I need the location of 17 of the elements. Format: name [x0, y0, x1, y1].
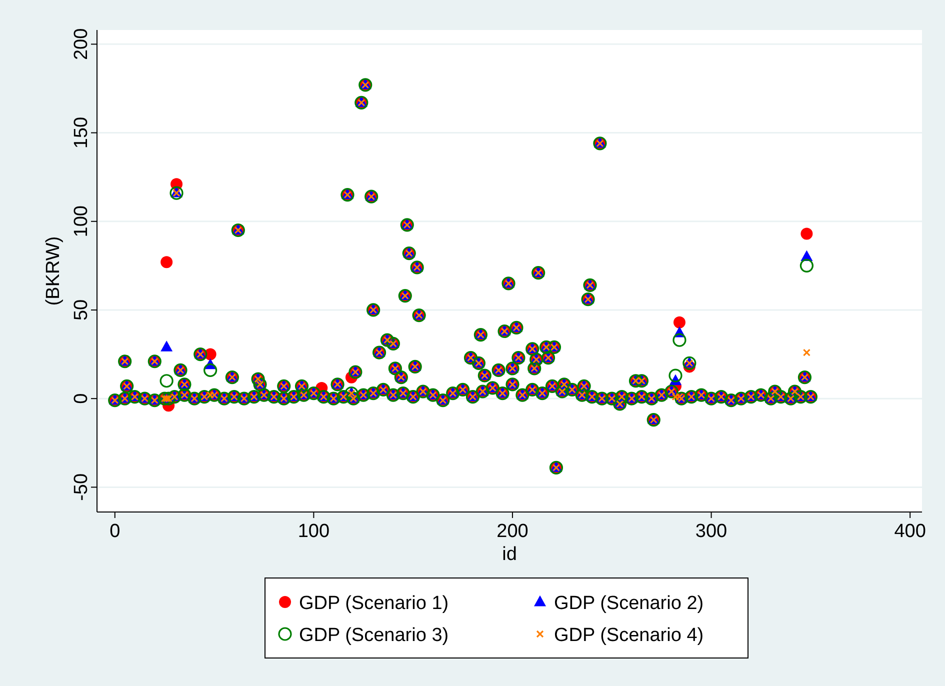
legend-label: GDP (Scenario 3): [299, 625, 449, 646]
legend-label: GDP (Scenario 4): [554, 625, 704, 646]
y-tick-label: 150: [71, 116, 92, 149]
y-tick-label: 0: [71, 393, 92, 404]
y-tick-label: -50: [71, 473, 92, 501]
x-tick-label: 100: [298, 521, 330, 542]
x-tick-label: 300: [695, 521, 728, 542]
legend-label: GDP (Scenario 1): [299, 593, 449, 614]
x-tick-label: 400: [894, 521, 926, 542]
x-tick-label: 200: [496, 521, 528, 542]
legend-label: GDP (Scenario 2): [554, 593, 704, 614]
y-tick-label: 100: [71, 206, 92, 238]
x-tick-label: 0: [110, 521, 120, 542]
x-axis-title: id: [502, 544, 517, 565]
y-axis-title: (BKRW): [43, 236, 64, 306]
y-tick-label: 50: [71, 299, 92, 321]
y-tick-label: 200: [71, 28, 92, 60]
